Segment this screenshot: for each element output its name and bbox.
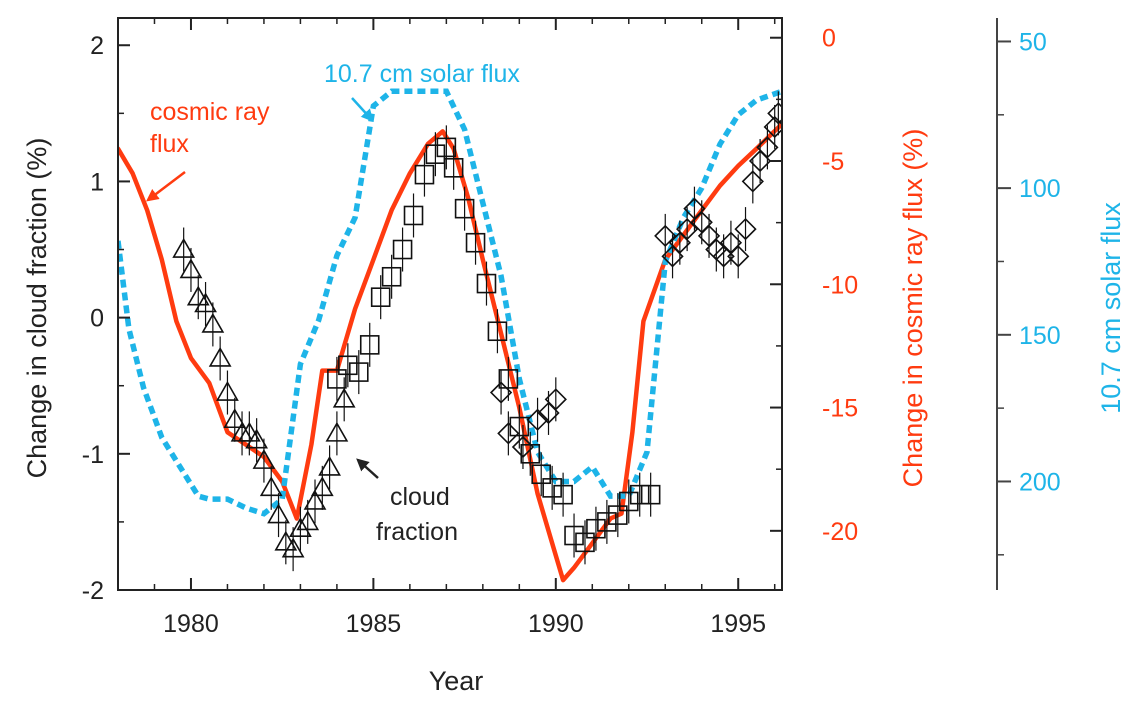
cloud-point-triangle — [303, 489, 327, 510]
far-right-tick-label: 200 — [1019, 468, 1061, 496]
cloud-point-diamond — [767, 102, 782, 125]
cloud-point-triangle — [289, 517, 312, 538]
cloud-point-square — [454, 198, 475, 219]
right-tick-label: -5 — [822, 148, 844, 176]
solar-annotation-arrow — [351, 97, 374, 122]
cloud-point-triangle — [201, 312, 225, 333]
x-axis-title: Year — [429, 666, 484, 696]
far-right-tick-label: 100 — [1019, 175, 1061, 203]
cloud-point-diamond — [676, 217, 699, 241]
cloud-point-diamond — [526, 408, 549, 431]
right-tick-label: -20 — [822, 518, 858, 546]
left-tick-label: 2 — [90, 32, 104, 60]
cloud-point-square — [359, 335, 380, 355]
far-right-tick-label: 50 — [1019, 28, 1047, 56]
cloud-point-square — [553, 484, 573, 505]
cloud-point-square — [618, 491, 639, 512]
left-tick-label: -1 — [82, 441, 104, 469]
cloud-point-diamond — [727, 245, 750, 268]
plot-frame — [117, 17, 783, 591]
cloud-point-square — [425, 144, 446, 164]
cloud-annotation-arrow — [356, 458, 379, 479]
cloud-point-square — [575, 532, 595, 553]
cloud-point-square — [327, 369, 347, 389]
cloud-point-triangle — [194, 292, 217, 313]
cloud-point-square — [640, 484, 661, 505]
cloud-point-diamond — [489, 381, 513, 404]
cloud-point-square — [564, 525, 584, 546]
right-tick-label: -10 — [822, 271, 858, 299]
cloud-annotation-line2: fraction — [376, 518, 458, 546]
cloud-point-triangle — [179, 258, 203, 279]
x-tick-label: 1985 — [346, 610, 402, 638]
x-tick-label: 1990 — [528, 610, 584, 638]
cosmic-annotation-line2: flux — [150, 130, 189, 158]
cloud-point-triangle — [281, 537, 305, 558]
cloud-annotation-line1: cloud — [390, 483, 450, 511]
cloud-point-triangle — [208, 346, 232, 367]
cloud-point-triangle — [252, 449, 276, 469]
cosmic-ray-flux-line — [118, 121, 782, 583]
cloud-point-square — [531, 464, 552, 485]
cloud-point-triangle — [325, 421, 349, 442]
cloud-point-triangle — [310, 476, 334, 497]
cloud-point-square — [338, 355, 358, 376]
cloud-point-square — [370, 287, 391, 307]
cloud-point-triangle — [216, 380, 239, 401]
cloud-point-square — [465, 232, 486, 253]
cloud-point-square — [542, 478, 562, 498]
cloud-point-square — [597, 512, 617, 532]
cloud-point-square — [487, 321, 508, 342]
cloud-point-triangle — [296, 510, 320, 531]
cloud-point-square — [403, 205, 424, 226]
cloud-point-square — [381, 266, 402, 287]
cloud-point-square — [509, 416, 530, 437]
cloud-point-diamond — [654, 224, 677, 248]
cloud-point-square — [392, 239, 413, 260]
cloud-point-triangle — [237, 421, 261, 442]
cloud-point-diamond — [756, 136, 779, 159]
cloud-point-square — [443, 158, 464, 178]
cloud-point-square — [414, 164, 435, 185]
cloud-point-triangle — [186, 285, 210, 306]
cloud-point-triangle — [223, 408, 247, 429]
cloud-point-triangle — [332, 387, 356, 408]
cloud-point-diamond — [497, 422, 520, 445]
cloud-point-square — [586, 518, 606, 539]
left-tick-label: 1 — [90, 168, 104, 196]
cloud-point-square — [348, 362, 369, 382]
solar-annotation-label: 10.7 cm solar flux — [324, 60, 520, 88]
solar-flux-line — [118, 88, 782, 517]
cloud-point-diamond — [544, 388, 567, 411]
far-right-tick-label: 150 — [1019, 322, 1061, 350]
cloud-point-diamond — [741, 170, 764, 193]
cloud-point-square — [629, 484, 650, 505]
cloud-point-triangle — [172, 237, 196, 258]
cosmic-annotation-arrow — [146, 171, 186, 202]
cloud-point-triangle — [274, 530, 298, 551]
left-axis-title: Change in cloud fraction (%) — [22, 138, 52, 479]
cosmic-annotation-line1: cosmic ray — [150, 98, 270, 126]
cloud-point-triangle — [259, 476, 283, 497]
cloud-point-diamond — [734, 217, 757, 241]
cloud-point-triangle — [318, 455, 341, 476]
x-tick-label: 1980 — [163, 610, 219, 638]
left-tick-label: -2 — [82, 577, 104, 605]
cloud-point-square — [608, 505, 628, 525]
left-tick-label: 0 — [90, 305, 104, 333]
x-tick-label: 1995 — [710, 610, 766, 638]
cloud-point-diamond — [511, 435, 535, 459]
cloud-point-square — [476, 273, 497, 294]
cloud-point-square — [498, 369, 519, 389]
right-tick-label: -15 — [822, 395, 858, 423]
far-right-axis-title: 10.7 cm solar flux — [1096, 202, 1126, 414]
right-axis-title: Change in cosmic ray flux (%) — [898, 129, 928, 488]
cloud-point-triangle — [245, 428, 269, 449]
cloud-point-square — [436, 137, 457, 158]
cloud-point-triangle — [267, 503, 290, 524]
right-tick-label: 0 — [822, 25, 836, 53]
